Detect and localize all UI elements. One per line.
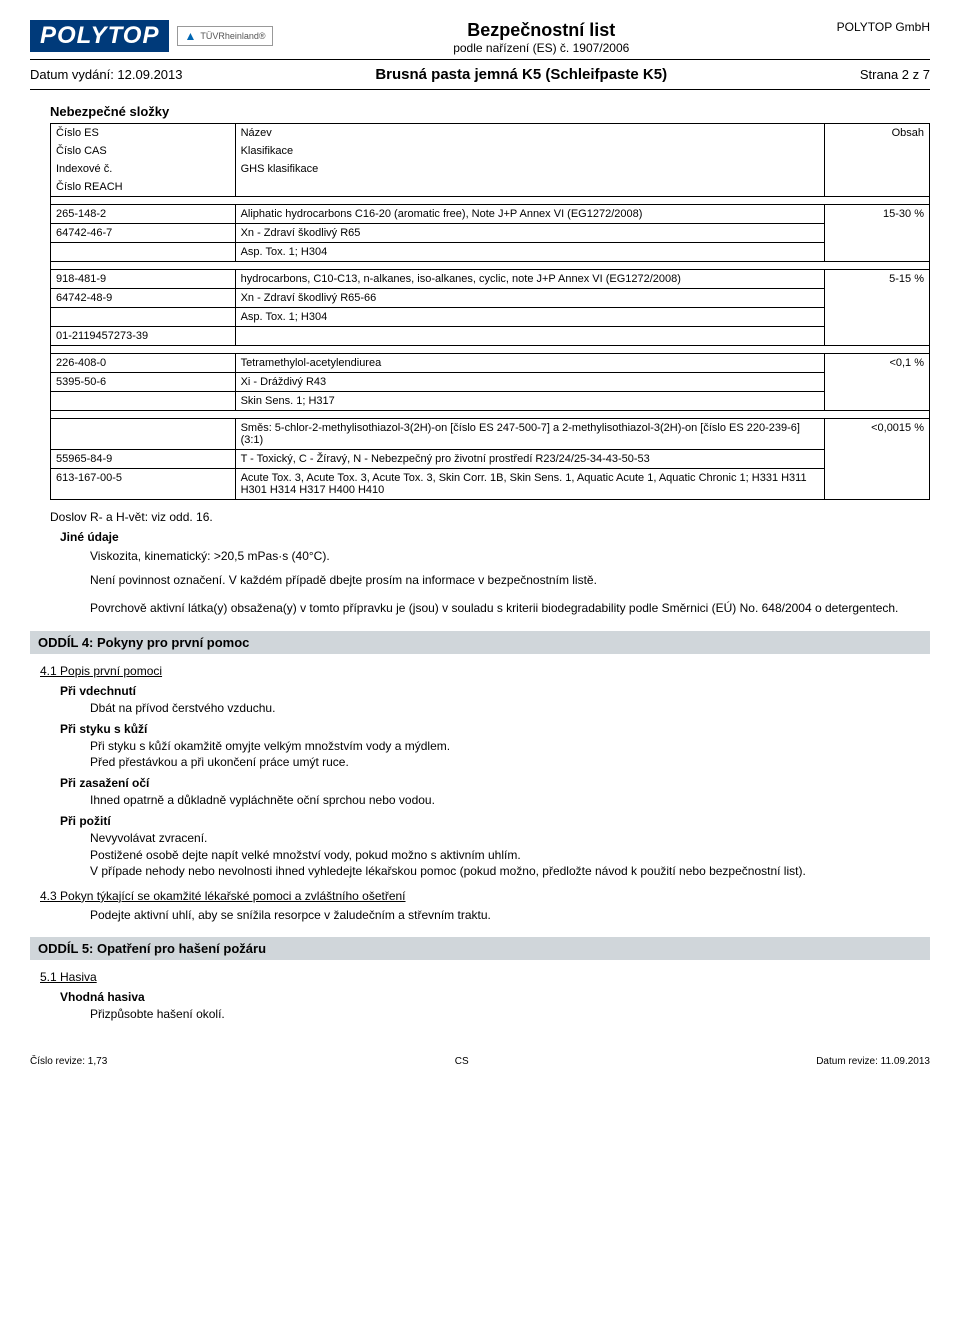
table-head-cell: Název <box>235 124 824 143</box>
table-cell <box>51 392 236 411</box>
section5-bar: ODDÍL 5: Opatření pro hašení požáru <box>30 937 930 960</box>
poziti-label: Při požití <box>60 814 930 828</box>
poziti-l3: V případe nehody nebo nevolnosti ihned v… <box>90 863 930 879</box>
table-cell: 613-167-00-5 <box>51 469 236 500</box>
table-cell: 918-481-9 <box>51 270 236 289</box>
subheader: Datum vydání: 12.09.2013 Brusná pasta je… <box>30 62 930 87</box>
lang-code: CS <box>455 1056 469 1067</box>
table-cell: Směs: 5-chlor-2-methylisothiazol-3(2H)-o… <box>235 419 824 450</box>
table-head-cell: Číslo ES <box>51 124 236 143</box>
vdech-label: Při vdechnutí <box>60 684 930 698</box>
table-cell: 226-408-0 <box>51 354 236 373</box>
doc-subtitle: podle nařízení (ES) č. 1907/2006 <box>273 41 810 55</box>
components-table: Číslo ESNázevObsah Číslo CASKlasifikaceIn… <box>50 123 930 500</box>
table-cell: Aliphatic hydrocarbons C16-20 (aromatic … <box>235 205 824 224</box>
triangle-icon: ▲ <box>184 29 196 43</box>
vhodna-text: Přizpůsobte hašení okolí. <box>90 1006 930 1022</box>
section4-bar: ODDÍL 4: Pokyny pro první pomoc <box>30 631 930 654</box>
product-name: Brusná pasta jemná K5 (Schleifpaste K5) <box>375 66 667 83</box>
table-cell: Asp. Tox. 1; H304 <box>235 243 824 262</box>
vhodna-label: Vhodná hasiva <box>60 990 930 1004</box>
table-cell <box>51 419 236 450</box>
table-cell: Xi - Dráždivý R43 <box>235 373 824 392</box>
table-cell: Xn - Zdraví škodlivý R65 <box>235 224 824 243</box>
kuze-l2: Před přestávkou a při ukončení práce umý… <box>90 754 930 770</box>
components-section: Nebezpečné složky Číslo ESNázevObsahČísl… <box>50 104 930 500</box>
tuv-text: TÜVRheinland® <box>200 31 265 41</box>
table-head-cell: Číslo CAS <box>51 142 236 160</box>
table-head-cell: Klasifikace <box>235 142 824 160</box>
doc-title-block: Bezpečnostní list podle nařízení (ES) č.… <box>273 20 810 55</box>
table-cell: <0,0015 % <box>824 419 929 500</box>
vdech-text: Dbát na přívod čerstvého vzduchu. <box>90 700 930 716</box>
divider <box>30 59 930 60</box>
tuv-badge: ▲ TÜVRheinland® <box>177 26 272 46</box>
components-heading: Nebezpečné složky <box>50 104 930 119</box>
table-cell: Xn - Zdraví škodlivý R65-66 <box>235 289 824 308</box>
table-cell: Asp. Tox. 1; H304 <box>235 308 824 327</box>
table-head-cell: GHS klasifikace <box>235 160 824 178</box>
company-name: POLYTOP GmbH <box>810 20 930 34</box>
brand-logo: POLYTOP <box>30 20 169 52</box>
s51-heading: 5.1 Hasiva <box>40 970 930 984</box>
page-footer: Číslo revize: 1,73 CS Datum revize: 11.0… <box>30 1052 930 1067</box>
poziti-l1: Nevyvolávat zvracení. <box>90 830 930 846</box>
doc-title: Bezpečnostní list <box>273 20 810 41</box>
page-number: Strana 2 z 7 <box>860 67 930 82</box>
table-cell <box>51 243 236 262</box>
revision-number: Číslo revize: 1,73 <box>30 1056 107 1067</box>
oci-text: Ihned opatrně a důkladně vypláchněte očn… <box>90 792 930 808</box>
issue-date: Datum vydání: 12.09.2013 <box>30 67 183 82</box>
table-cell: hydrocarbons, C10-C13, n-alkanes, iso-al… <box>235 270 824 289</box>
oci-label: Při zasažení očí <box>60 776 930 790</box>
kuze-label: Při styku s kůží <box>60 722 930 736</box>
revision-date: Datum revize: 11.09.2013 <box>816 1056 930 1067</box>
kuze-l1: Při styku s kůží okamžitě omyjte velkým … <box>90 738 930 754</box>
table-cell: Tetramethylol-acetylendiurea <box>235 354 824 373</box>
jine-p3: Povrchově aktivní látka(y) obsažena(y) v… <box>90 600 930 616</box>
s43-heading: 4.3 Pokyn týkající se okamžité lékařské … <box>40 889 930 903</box>
table-head-cell: Indexové č. <box>51 160 236 178</box>
table-cell: 01-2119457273-39 <box>51 327 236 346</box>
table-cell: 265-148-2 <box>51 205 236 224</box>
table-cell <box>235 327 824 346</box>
table-cell: T - Toxický, C - Žíravý, N - Nebezpečný … <box>235 450 824 469</box>
doslov-line: Doslov R- a H-vět: viz odd. 16. <box>50 510 930 524</box>
table-cell: 64742-48-9 <box>51 289 236 308</box>
page-header: POLYTOP ▲ TÜVRheinland® Bezpečnostní lis… <box>30 20 930 55</box>
jine-label: Jiné údaje <box>60 530 930 544</box>
s43-text: Podejte aktivní uhlí, aby se snížila res… <box>90 907 930 923</box>
jine-p2: Není povinnost označení. V každém případ… <box>90 572 930 588</box>
table-cell <box>51 308 236 327</box>
table-cell: 15-30 % <box>824 205 929 262</box>
s41-heading: 4.1 Popis první pomoci <box>40 664 930 678</box>
table-cell: Acute Tox. 3, Acute Tox. 3, Acute Tox. 3… <box>235 469 824 500</box>
table-cell: 5-15 % <box>824 270 929 346</box>
table-cell: Skin Sens. 1; H317 <box>235 392 824 411</box>
logo-block: POLYTOP ▲ TÜVRheinland® <box>30 20 273 52</box>
table-head-cell: Číslo REACH <box>51 178 236 197</box>
table-head-cell <box>235 178 824 197</box>
poziti-l2: Postižené osobě dejte napít velké množst… <box>90 847 930 863</box>
jine-p1: Viskozita, kinematický: >20,5 mPas·s (40… <box>90 548 930 564</box>
table-cell: 5395-50-6 <box>51 373 236 392</box>
divider <box>30 89 930 90</box>
table-cell: 64742-46-7 <box>51 224 236 243</box>
table-cell: 55965-84-9 <box>51 450 236 469</box>
table-cell: <0,1 % <box>824 354 929 411</box>
table-head-cell: Obsah <box>824 124 929 197</box>
